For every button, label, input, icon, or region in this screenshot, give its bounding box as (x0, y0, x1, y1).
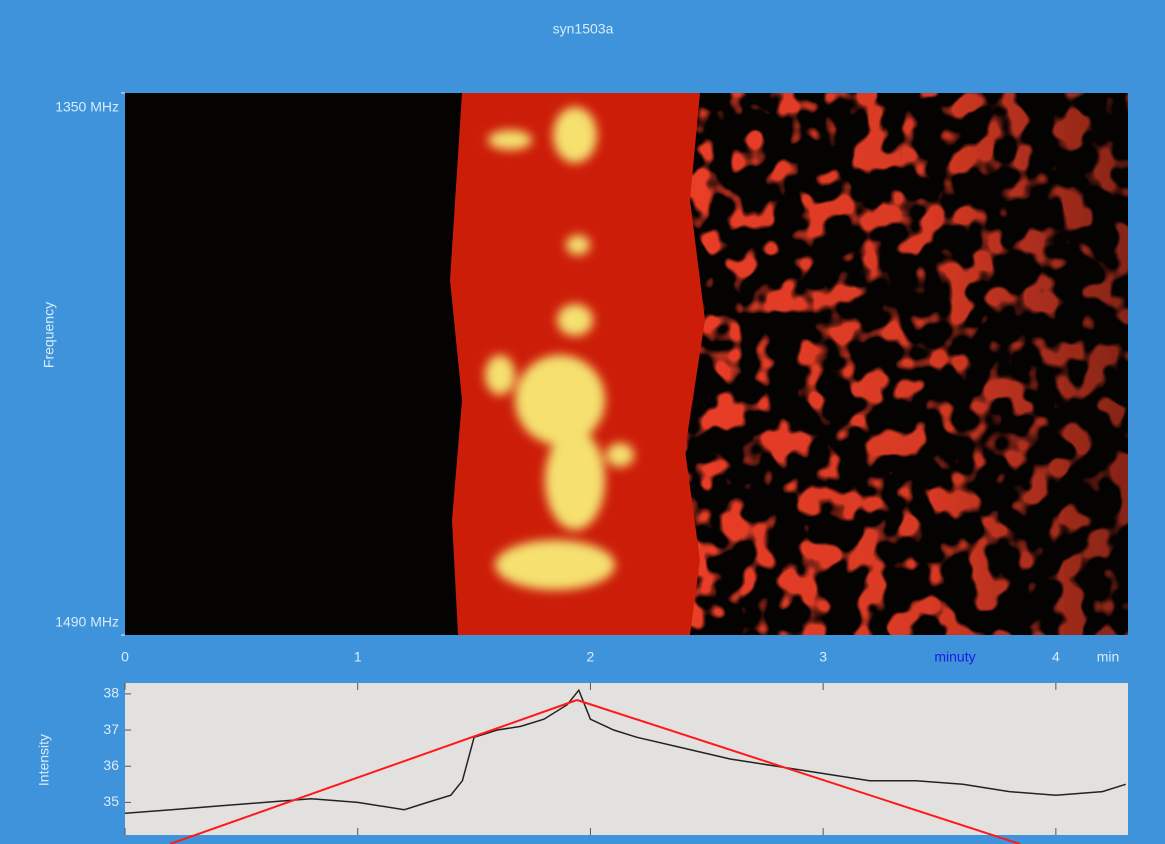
line (124, 688, 1126, 815)
noise (640, 93, 1128, 635)
y-axis-label: Frequency (41, 302, 57, 368)
y-tick-label: 1490 MHz (55, 614, 119, 630)
annotation: minuty (934, 649, 975, 665)
x-tick-label: 1 (354, 649, 362, 665)
x-tick-label: 0 (121, 649, 129, 665)
trend-line (169, 699, 578, 844)
trend-line (576, 699, 1021, 844)
y-axis-label: Intensity (36, 734, 52, 786)
y-tick-label: 35 (103, 793, 119, 809)
x-tick-label: 4 (1052, 649, 1060, 665)
y-tick-label: 37 (103, 721, 119, 737)
y-tick-label: 38 (103, 685, 119, 701)
spectrogram (125, 93, 1128, 635)
chart-title: syn1503a (553, 21, 614, 37)
x-unit: min (1097, 649, 1120, 665)
y-tick-label: 1350 MHz (55, 99, 119, 115)
x-tick-label: 2 (587, 649, 595, 665)
x-tick-label: 3 (819, 649, 827, 665)
y-tick-label: 36 (103, 757, 119, 773)
intensity-panel (125, 683, 1128, 835)
burst-core (485, 107, 634, 590)
annotation-lines (169, 699, 1021, 844)
